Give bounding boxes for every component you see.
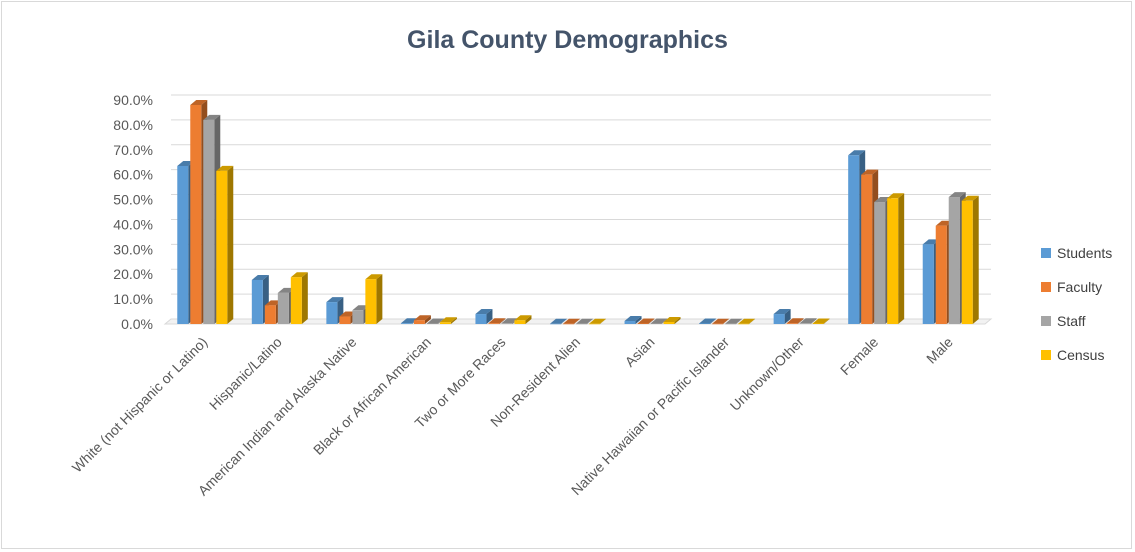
x-axis: White (not Hispanic or Latino)Hispanic/L… (69, 334, 956, 499)
bar-census (514, 315, 532, 324)
bar-students (699, 318, 717, 325)
y-tick-label: 20.0% (113, 266, 153, 282)
bar-census (290, 272, 308, 324)
x-tick-label: American Indian and Alaska Native (195, 334, 360, 499)
bar-series (177, 99, 979, 325)
y-tick-label: 90.0% (113, 92, 153, 108)
legend-item-students: Students (1041, 245, 1112, 261)
legend-item-census: Census (1041, 347, 1104, 363)
bar-census (589, 318, 606, 325)
bar-students (773, 309, 791, 324)
bar-census (663, 317, 681, 324)
y-tick-label: 50.0% (113, 192, 153, 208)
bar-faculty (413, 315, 431, 324)
y-tick-label: 60.0% (113, 167, 153, 183)
legend-swatch (1041, 282, 1051, 292)
x-tick-label: Native Hawaiian or Pacific Islander (568, 334, 733, 499)
legend-label: Faculty (1057, 279, 1102, 295)
bar-census (738, 318, 756, 325)
legend-label: Students (1057, 245, 1112, 261)
bar-students (475, 309, 493, 324)
bar-faculty (786, 318, 804, 324)
legend-swatch (1041, 350, 1051, 360)
x-tick-label: Male (923, 334, 956, 367)
legend-item-staff: Staff (1041, 313, 1086, 329)
bar-students (550, 318, 567, 325)
bar-census (216, 165, 234, 324)
y-tick-label: 10.0% (113, 291, 153, 307)
bar-census (961, 195, 979, 324)
legend-swatch (1041, 316, 1051, 326)
bar-staff (576, 318, 593, 325)
bar-faculty (712, 318, 730, 325)
bar-faculty (488, 318, 506, 324)
y-tick-label: 0.0% (121, 316, 153, 332)
x-tick-label: Hispanic/Latino (206, 334, 285, 413)
legend-item-faculty: Faculty (1041, 279, 1102, 295)
x-tick-label: Asian (622, 334, 658, 370)
legend-label: Census (1057, 347, 1104, 363)
bar-census (365, 274, 383, 324)
bar-staff (799, 318, 817, 324)
bar-faculty (637, 318, 655, 325)
y-tick-label: 70.0% (113, 142, 153, 158)
bar-students (624, 316, 642, 324)
bar-faculty (563, 318, 580, 325)
bar-staff (725, 318, 743, 325)
x-tick-label: Unknown/Other (727, 334, 807, 414)
y-tick-label: 40.0% (113, 216, 153, 232)
bar-census (439, 317, 457, 324)
legend-swatch (1041, 248, 1051, 258)
bar-census (812, 318, 830, 325)
x-tick-label: White (not Hispanic or Latino) (69, 334, 211, 476)
legend-label: Staff (1057, 313, 1086, 329)
x-tick-label: Female (837, 334, 881, 378)
y-tick-label: 80.0% (113, 117, 153, 133)
y-tick-label: 30.0% (113, 241, 153, 257)
y-axis: 0.0% 10.0% 20.0% 30.0% 40.0% 50.0% 60.0% 70.0% 8… (113, 92, 153, 332)
bar-staff (426, 318, 444, 325)
chart-title: Gila County Demographics (407, 26, 728, 54)
bar-census (887, 193, 905, 324)
legend: Students Faculty Staff Census (1041, 245, 1112, 363)
